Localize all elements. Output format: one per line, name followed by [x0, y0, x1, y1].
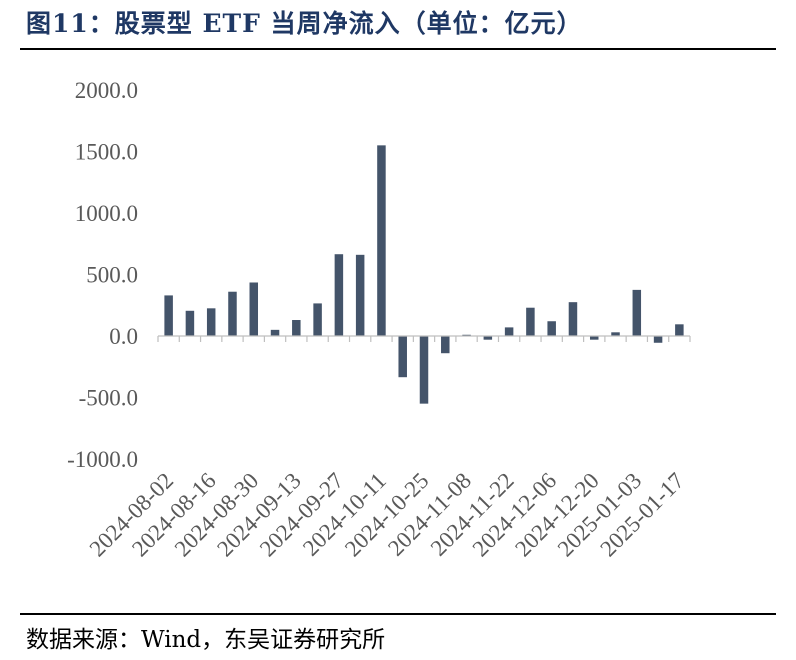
y-tick-label: 0.0	[109, 324, 138, 349]
bar	[398, 336, 407, 378]
bar	[483, 336, 493, 340]
bar	[419, 336, 429, 404]
bar	[292, 320, 301, 336]
y-tick-label: 500.0	[86, 263, 138, 288]
bar	[313, 303, 322, 336]
bar	[632, 289, 642, 337]
bar	[589, 336, 599, 340]
y-tick-label: 1500.0	[75, 140, 138, 165]
y-axis: 2000.0 1500.0 1000.0 500.0 0.0 -500.0 -1000.0	[67, 78, 138, 472]
bar	[228, 291, 237, 336]
bar	[611, 332, 620, 336]
bar	[568, 302, 578, 336]
bar	[185, 310, 195, 336]
bar	[547, 321, 556, 336]
y-tick-label: 1000.0	[75, 201, 138, 226]
source-divider	[20, 613, 776, 615]
title-divider	[20, 48, 776, 50]
bar	[206, 308, 216, 336]
bar	[355, 254, 365, 336]
bar	[377, 145, 386, 336]
x-axis: 2024-08-022024-08-162024-08-302024-09-13…	[85, 335, 691, 561]
bar	[249, 282, 259, 336]
bar	[504, 327, 514, 336]
bar	[526, 307, 535, 336]
bar	[270, 329, 280, 336]
bar-chart: 2000.01500.01000.0500.00.0-500.0-1000.0 …	[67, 78, 691, 561]
bar	[334, 254, 344, 336]
bar	[164, 295, 173, 336]
y-tick-label: 2000.0	[75, 78, 138, 103]
source-note: 数据来源：Wind，东吴证券研究所	[26, 627, 386, 653]
bar	[441, 336, 450, 354]
chart-title: 图11：股票型 ETF 当周净流入（单位：亿元）	[26, 9, 583, 38]
bars	[164, 145, 684, 404]
y-tick-label: -500.0	[79, 386, 138, 411]
bar	[653, 336, 663, 343]
bar	[675, 324, 684, 336]
bar	[462, 334, 471, 336]
y-tick-label: -1000.0	[67, 447, 138, 472]
